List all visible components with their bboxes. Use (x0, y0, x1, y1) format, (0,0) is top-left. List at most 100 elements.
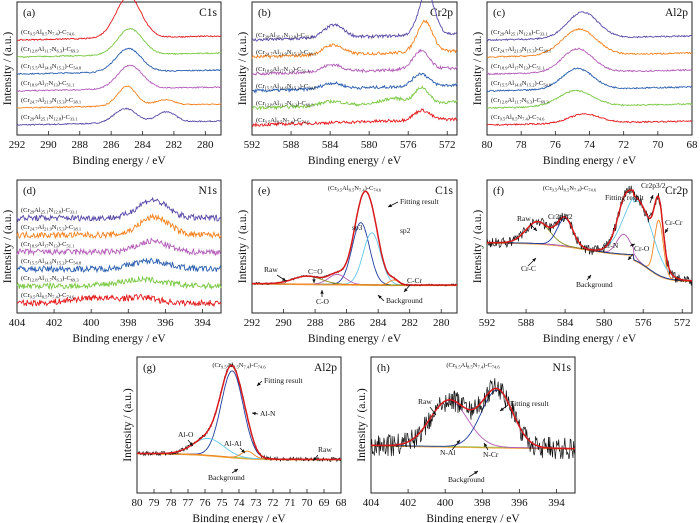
plot-frame (16, 179, 222, 314)
spectrum-line (16, 64, 222, 92)
panel-a: 292 290 288 286 284 282 280 Binding energy / eV… (2, 0, 222, 167)
x-tick-label: 68 (687, 139, 699, 151)
annotation-label: C=O (308, 267, 323, 276)
annotation-label: Cr-C (521, 264, 536, 273)
spectrum-line (251, 19, 458, 59)
annotation-label: Cr-Cr (665, 218, 683, 227)
annotation-label: N-Al (440, 448, 455, 457)
x-tick-label: 282 (166, 139, 183, 151)
sample-label: (Cr18.9​Al17​N13​)-C51.1​ (21, 241, 74, 249)
core-level-label: N1s (552, 362, 571, 374)
y-axis-label: Intensity / (a.u.) (122, 388, 134, 462)
spectrum-line (16, 28, 222, 59)
sample-label: (Cr9.5​Al8.5​N7.4​)-C74.6​ (491, 114, 545, 122)
fitting-result-line (371, 387, 575, 450)
arrow-head (484, 443, 488, 447)
panel-f: 592 588 584 580 576 572 Binding energy / eV Int… (472, 179, 693, 345)
sample-label: (Cr12.8​Al11.7​N6.3​)-C69.3​ (491, 97, 549, 105)
spectrum-line (251, 0, 458, 42)
sample-label: (Cr15.5​Al14.6​N15.2​)-C54.8​ (21, 63, 82, 71)
x-tick-label: 290 (275, 317, 292, 329)
x-tick-label: 592 (244, 139, 261, 151)
sample-label: (Cr24.7​Al21.9​N15.3​)-C38.1​ (256, 49, 316, 57)
spectrum-line (251, 48, 458, 76)
x-tick-label: 394 (194, 317, 211, 329)
x-tick-label: 280 (433, 317, 450, 329)
x-tick-label: 72 (618, 139, 629, 151)
x-tick-label: 572 (439, 139, 456, 151)
x-tick-label: 71 (285, 497, 296, 509)
spectrum-line (486, 47, 693, 76)
sample-label: (Cr24.7​Al21.9​N15.3​)-C38.1​ (21, 224, 81, 232)
x-tick-label: 78 (166, 497, 178, 509)
x-tick-label: 572 (674, 317, 691, 329)
x-tick-label: 288 (307, 317, 324, 329)
x-tick-label: 402 (400, 497, 417, 509)
sample-label: (Cr12.8​Al11.7​N6.3​)-C69.3​ (21, 46, 79, 54)
annotation-label: C-O (316, 297, 330, 306)
annotation-label: Background (448, 475, 485, 484)
sample-label: (Cr9.5​Al8.5​N7.4​)-C74.6​ (21, 29, 75, 37)
x-axis-label: Binding energy / eV (72, 155, 166, 167)
spectrum-line (16, 257, 222, 274)
x-tick-label: 404 (9, 317, 26, 329)
sample-label: (Cr29​Al25.1​N12.8​)-C33.1​ (491, 29, 548, 37)
core-level-label: Cr2p (430, 7, 453, 19)
panel-label: (b) (258, 7, 271, 19)
y-axis-label: Intensity / (a.u.) (2, 32, 14, 106)
arrow-head (313, 457, 317, 461)
spectrum-line (16, 0, 222, 42)
annotation-label: Background (208, 473, 245, 482)
annotation-label: Cr2p3/2 (641, 181, 666, 190)
panel-label: (e) (258, 185, 271, 197)
arrow-head (388, 203, 392, 207)
core-level-label: Cr2p (665, 185, 688, 197)
sample-label: (Cr29​Al25.1​N12.8​)-C33.1​ (21, 114, 78, 122)
plot-frame (16, 1, 222, 136)
arrow-head (665, 229, 669, 233)
annotation-label: N-Cr (483, 450, 499, 459)
arrow-head (312, 279, 316, 283)
annotation-label: sp2 (400, 226, 411, 235)
spectrum-line (486, 89, 693, 110)
spectrum-line (17, 293, 222, 308)
panel-h: 404 402 400 398 396 394 Binding energy / eV Int… (356, 356, 576, 523)
x-tick-label: 78 (516, 139, 528, 151)
arrow-head (282, 277, 286, 281)
x-tick-label: 286 (103, 139, 120, 151)
panel-c: 80 78 76 74 72 70 68 Binding energy / eV Intensi… (472, 1, 699, 167)
sample-label: (Cr9.5​Al8.5​N7.4​)-C74.6​ (21, 292, 75, 300)
annotation-label: Raw (418, 397, 432, 406)
sample-label: (Cr18.9​Al17​N13​)-C51.1​ (21, 80, 74, 88)
x-axis-label: Binding energy / eV (543, 333, 637, 345)
raw-data-line (370, 378, 576, 460)
arrow-head (189, 442, 193, 446)
annotation-label: Background (576, 280, 613, 289)
arrow-head (241, 449, 245, 453)
core-level-label: N1s (198, 185, 217, 197)
x-tick-label: 292 (9, 139, 26, 151)
sample-label: (Cr9.5​Al8.5​N7.4​)-C74.6​ (446, 362, 500, 370)
x-tick-label: 292 (244, 317, 261, 329)
x-axis-label: Binding energy / eV (72, 333, 166, 345)
spectrum-line (16, 47, 222, 75)
background-line (487, 242, 692, 282)
annotation-label: Raw (318, 445, 332, 454)
spectrum-line (486, 27, 693, 59)
core-level-label: C1s (435, 185, 453, 197)
annotation-label: Cr-N (603, 241, 619, 250)
x-tick-label: 394 (548, 497, 565, 509)
x-tick-label: 282 (401, 317, 418, 329)
x-tick-label: 400 (437, 497, 454, 509)
spectrum-line (16, 85, 222, 109)
x-tick-label: 588 (283, 139, 300, 151)
sample-label: (Cr29​Al25.1​N12.8​)-C33.1​ (21, 207, 78, 215)
sample-label: (Cr9.5​Al8.5​N7.4​)-C74.6​ (543, 185, 597, 193)
annotation-label: Raw (264, 265, 278, 274)
core-level-label: C1s (199, 7, 217, 19)
panel-d: 404 402 400 398 396 394 Binding energy / eV Int… (2, 179, 222, 345)
arrow-head (587, 275, 591, 279)
x-tick-label: 588 (518, 317, 535, 329)
x-tick-label: 80 (132, 497, 144, 509)
